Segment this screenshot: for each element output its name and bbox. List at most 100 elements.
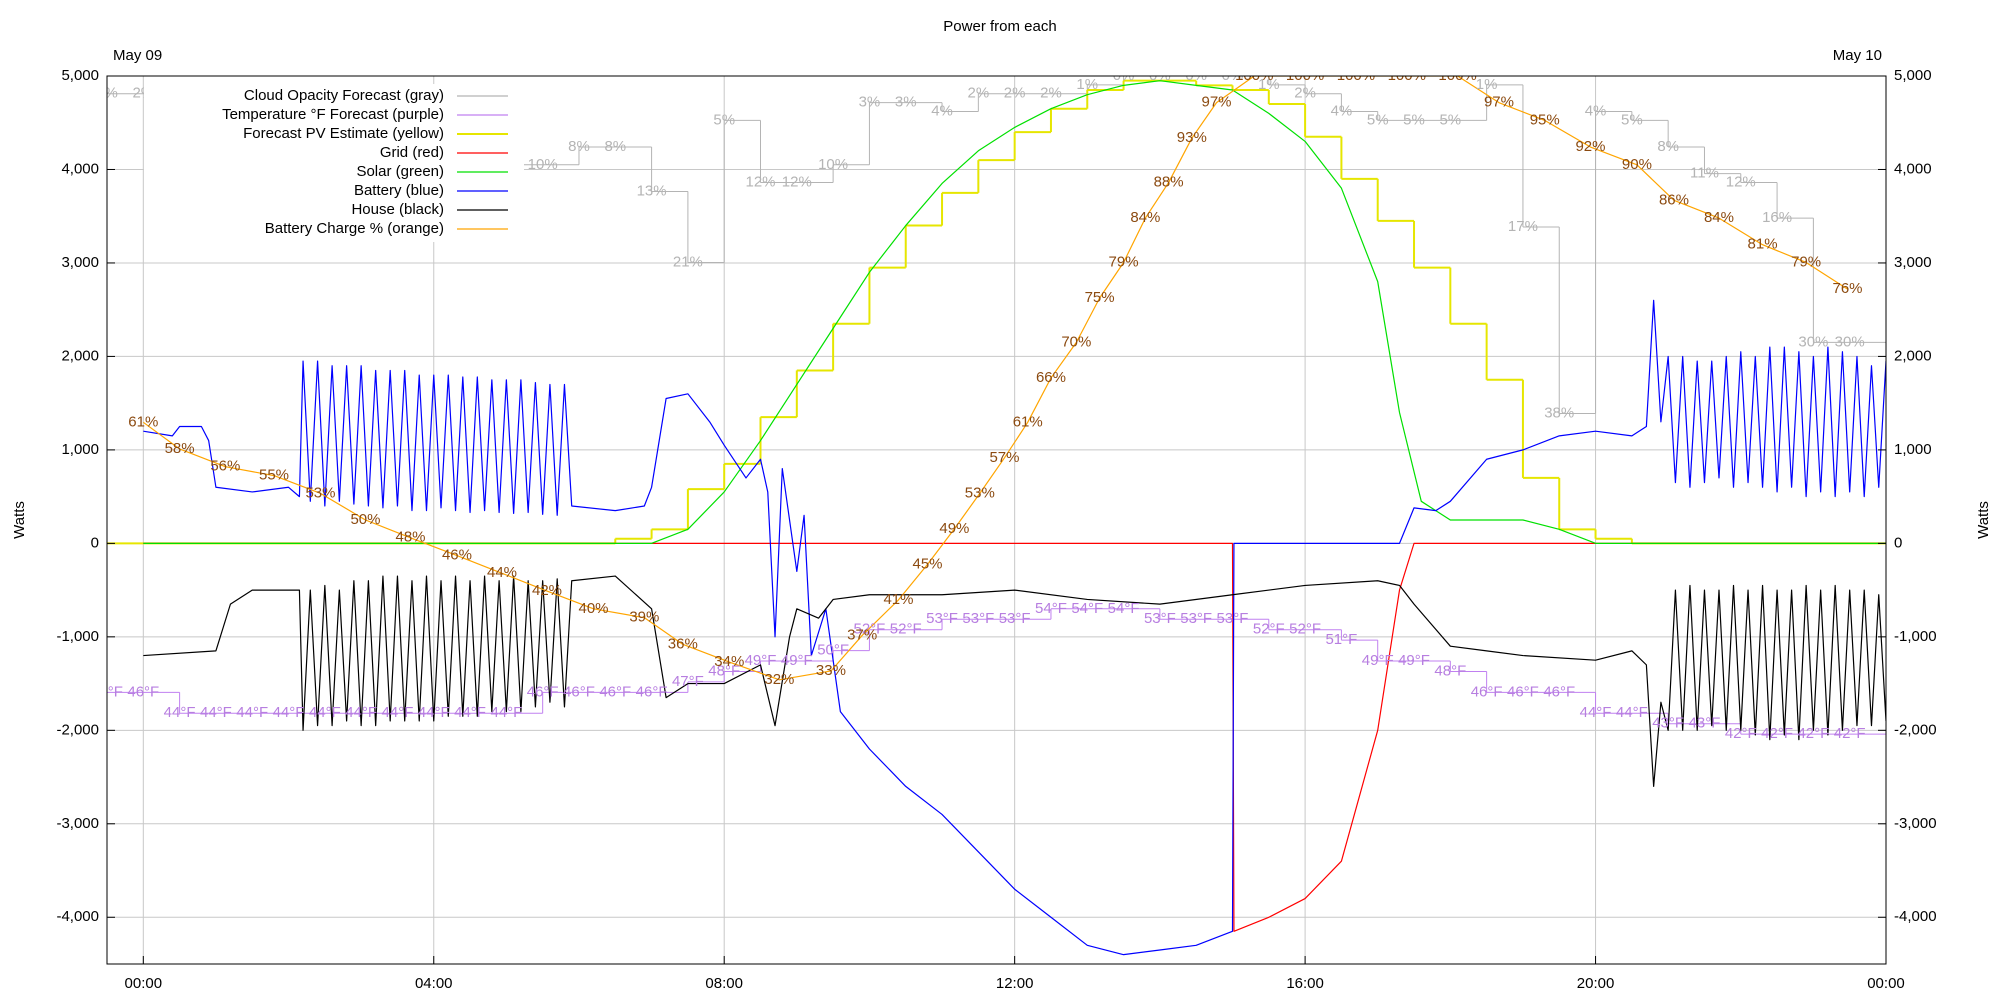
- legend-label: Cloud Opacity Forecast (gray): [244, 87, 444, 104]
- y-tick-label: 1,000: [61, 441, 99, 458]
- data-label: 49°F: [1398, 652, 1430, 669]
- data-label: 5%: [1439, 111, 1461, 128]
- data-label: 79%: [1109, 253, 1139, 270]
- data-label: 2%: [96, 85, 118, 102]
- y-tick-label: -4,000: [56, 908, 99, 925]
- data-label: 44°F: [1616, 704, 1648, 721]
- data-label: 42°F: [1761, 725, 1793, 742]
- data-label: 17%: [1508, 218, 1538, 235]
- data-label: 46°F: [91, 683, 123, 700]
- date-label: May 10: [1833, 47, 1882, 64]
- data-label: 54°F: [1035, 600, 1067, 617]
- data-label: 93%: [1177, 129, 1207, 146]
- data-label: 53°F: [926, 610, 958, 627]
- data-label: 81%: [1748, 236, 1778, 253]
- legend-label: House (black): [351, 201, 444, 218]
- data-label: 44°F: [309, 704, 341, 721]
- data-label: 42%: [532, 582, 562, 599]
- data-label: 44°F: [164, 704, 196, 721]
- y-tick-label: 4,000: [61, 160, 99, 177]
- legend-label: Grid (red): [380, 144, 444, 161]
- data-label: 0%: [1222, 67, 1244, 84]
- data-label: 70%: [1061, 333, 1091, 350]
- data-label: 44°F: [1580, 704, 1612, 721]
- data-label: 53°F: [1217, 610, 1249, 627]
- series-line: [143, 575, 1886, 787]
- y2-tick-label: -1,000: [1894, 628, 1937, 645]
- data-label: 38%: [1544, 404, 1574, 421]
- series-line: [142, 76, 1848, 681]
- x-tick-label: 04:00: [415, 975, 453, 992]
- data-label: 44°F: [236, 704, 268, 721]
- y-tick-label: -3,000: [56, 815, 99, 832]
- data-label: 3%: [859, 94, 881, 111]
- data-label: 88%: [1154, 174, 1184, 191]
- data-label: 41%: [883, 591, 913, 608]
- data-label: 50°F: [817, 642, 849, 659]
- data-label: 1%: [1476, 76, 1498, 93]
- data-label: 12%: [745, 174, 775, 191]
- data-label: 48°F: [1434, 662, 1466, 679]
- y-tick-label: -1,000: [56, 628, 99, 645]
- data-label: 52°F: [890, 621, 922, 638]
- data-label: 2%: [1004, 85, 1026, 102]
- data-label: 53°F: [1180, 610, 1212, 627]
- data-label: 53°F: [1144, 610, 1176, 627]
- data-label: 86%: [1659, 191, 1689, 208]
- data-label: 3%: [895, 94, 917, 111]
- data-label: 8%: [604, 138, 626, 155]
- data-label: 46°F: [1543, 683, 1575, 700]
- data-label: 50%: [350, 511, 380, 528]
- data-label: 53°F: [999, 610, 1031, 627]
- legend-label: Temperature °F Forecast (purple): [222, 106, 444, 123]
- y2-tick-label: -3,000: [1894, 815, 1937, 832]
- data-label: 33%: [816, 662, 846, 679]
- data-label: 8%: [568, 138, 590, 155]
- data-label: 90%: [1622, 156, 1652, 173]
- data-label: 44°F: [273, 704, 305, 721]
- data-label: 42°F: [1725, 725, 1757, 742]
- data-label: 2%: [1040, 85, 1062, 102]
- data-label: 100%: [1388, 67, 1426, 84]
- data-label: 49°F: [745, 652, 777, 669]
- data-label: 76%: [1832, 280, 1862, 297]
- data-label: 49°F: [781, 652, 813, 669]
- data-label: 44%: [487, 564, 517, 581]
- data-label: 56%: [210, 458, 240, 475]
- data-label: 46°F: [127, 683, 159, 700]
- data-label: 46°F: [563, 683, 595, 700]
- chart-title: Power from each: [943, 18, 1056, 35]
- data-label: 4%: [1331, 102, 1353, 119]
- data-label: 44°F: [418, 704, 450, 721]
- data-label: 0%: [1185, 67, 1207, 84]
- data-label: 53°F: [962, 610, 994, 627]
- data-label: 42°F: [1797, 725, 1829, 742]
- data-label: 36%: [668, 635, 698, 652]
- legend-label: Forecast PV Estimate (yellow): [243, 125, 444, 142]
- data-label: 84%: [1704, 209, 1734, 226]
- data-label: 49%: [939, 520, 969, 537]
- y2-tick-label: 0: [1894, 534, 1902, 551]
- data-label: 0%: [1113, 67, 1135, 84]
- legend-label: Battery Charge % (orange): [265, 220, 444, 237]
- data-label: 61%: [1013, 413, 1043, 430]
- x-tick-label: 00:00: [1867, 975, 1905, 992]
- data-label: 45%: [913, 555, 943, 572]
- x-tick-label: 00:00: [125, 975, 163, 992]
- data-label: 75%: [1085, 289, 1115, 306]
- data-label: 30%: [1798, 333, 1828, 350]
- y-tick-label: 5,000: [61, 67, 99, 84]
- y-tick-label: 0: [91, 534, 99, 551]
- data-label: 97%: [1484, 94, 1514, 111]
- data-label: 44°F: [345, 704, 377, 721]
- data-label: 100%: [1286, 67, 1324, 84]
- data-label: 5%: [713, 111, 735, 128]
- data-label: 8%: [1657, 138, 1679, 155]
- y2-tick-label: -2,000: [1894, 721, 1937, 738]
- data-label: 84%: [1130, 209, 1160, 226]
- data-label: 32%: [764, 671, 794, 688]
- data-label: 10%: [818, 156, 848, 173]
- data-label: 42°F: [1834, 725, 1866, 742]
- data-label: 58%: [165, 440, 195, 457]
